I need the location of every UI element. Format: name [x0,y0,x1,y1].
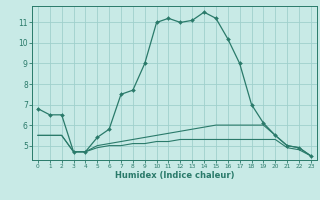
X-axis label: Humidex (Indice chaleur): Humidex (Indice chaleur) [115,171,234,180]
